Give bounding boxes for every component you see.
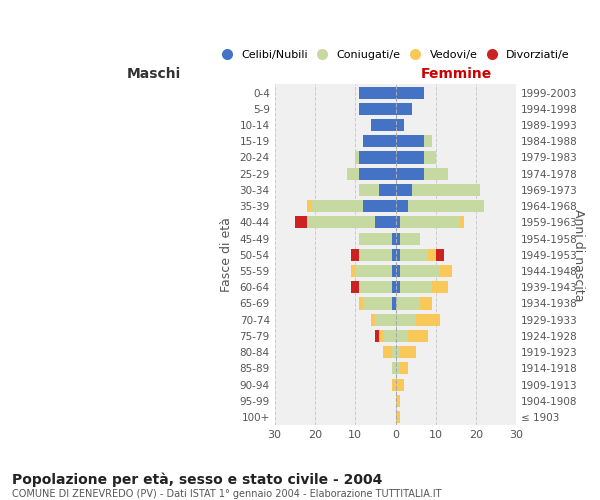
Bar [392, 248, 395, 261]
Bar [379, 330, 383, 342]
Bar [400, 346, 416, 358]
Bar [351, 281, 359, 293]
Bar [407, 330, 428, 342]
Bar [376, 216, 395, 228]
Bar [359, 298, 363, 310]
Bar [383, 330, 395, 342]
Bar [395, 362, 400, 374]
Bar [355, 152, 359, 164]
Bar [351, 265, 355, 277]
Bar [395, 314, 416, 326]
Bar [395, 152, 424, 164]
Bar [395, 265, 400, 277]
Bar [395, 86, 424, 99]
Bar [395, 330, 407, 342]
Bar [395, 168, 424, 180]
Bar [307, 216, 376, 228]
Bar [359, 232, 392, 244]
Bar [295, 216, 307, 228]
Bar [395, 346, 400, 358]
Y-axis label: Anni di nascita: Anni di nascita [572, 208, 585, 301]
Bar [359, 281, 392, 293]
Bar [424, 168, 448, 180]
Bar [359, 248, 392, 261]
Text: Maschi: Maschi [127, 67, 181, 81]
Bar [395, 411, 400, 423]
Bar [428, 248, 436, 261]
Bar [395, 135, 424, 147]
Bar [395, 378, 404, 390]
Bar [392, 232, 395, 244]
Bar [359, 152, 395, 164]
Bar [395, 248, 400, 261]
Bar [395, 394, 400, 407]
Bar [395, 298, 420, 310]
Bar [371, 119, 395, 131]
Bar [395, 281, 400, 293]
Bar [420, 298, 432, 310]
Bar [395, 119, 404, 131]
Bar [400, 281, 432, 293]
Bar [363, 200, 395, 212]
Bar [359, 86, 395, 99]
Bar [460, 216, 464, 228]
Bar [424, 152, 436, 164]
Bar [363, 298, 392, 310]
Bar [311, 200, 363, 212]
Text: Popolazione per età, sesso e stato civile - 2004: Popolazione per età, sesso e stato civil… [12, 472, 382, 487]
Bar [359, 168, 395, 180]
Bar [347, 168, 359, 180]
Text: COMUNE DI ZENEVREDO (PV) - Dati ISTAT 1° gennaio 2004 - Elaborazione TUTTITALIA.: COMUNE DI ZENEVREDO (PV) - Dati ISTAT 1°… [12, 489, 442, 499]
Bar [400, 216, 460, 228]
Y-axis label: Fasce di età: Fasce di età [220, 218, 233, 292]
Bar [432, 281, 448, 293]
Bar [392, 362, 395, 374]
Bar [359, 184, 379, 196]
Bar [383, 346, 392, 358]
Bar [400, 362, 407, 374]
Bar [351, 248, 359, 261]
Bar [400, 232, 420, 244]
Bar [407, 200, 484, 212]
Bar [440, 265, 452, 277]
Bar [376, 314, 395, 326]
Bar [355, 265, 392, 277]
Bar [400, 265, 440, 277]
Bar [392, 378, 395, 390]
Bar [307, 200, 311, 212]
Bar [392, 298, 395, 310]
Bar [395, 184, 412, 196]
Legend: Celibi/Nubili, Coniugati/e, Vedovi/e, Divorziati/e: Celibi/Nubili, Coniugati/e, Vedovi/e, Di… [217, 46, 574, 64]
Bar [371, 314, 376, 326]
Bar [412, 184, 480, 196]
Bar [392, 346, 395, 358]
Bar [416, 314, 440, 326]
Bar [395, 232, 400, 244]
Bar [392, 265, 395, 277]
Bar [400, 248, 428, 261]
Bar [379, 184, 395, 196]
Bar [395, 102, 412, 115]
Bar [395, 216, 400, 228]
Text: Femmine: Femmine [421, 67, 491, 81]
Bar [392, 281, 395, 293]
Bar [436, 248, 444, 261]
Bar [359, 102, 395, 115]
Bar [376, 330, 379, 342]
Bar [424, 135, 432, 147]
Bar [395, 200, 407, 212]
Bar [363, 135, 395, 147]
